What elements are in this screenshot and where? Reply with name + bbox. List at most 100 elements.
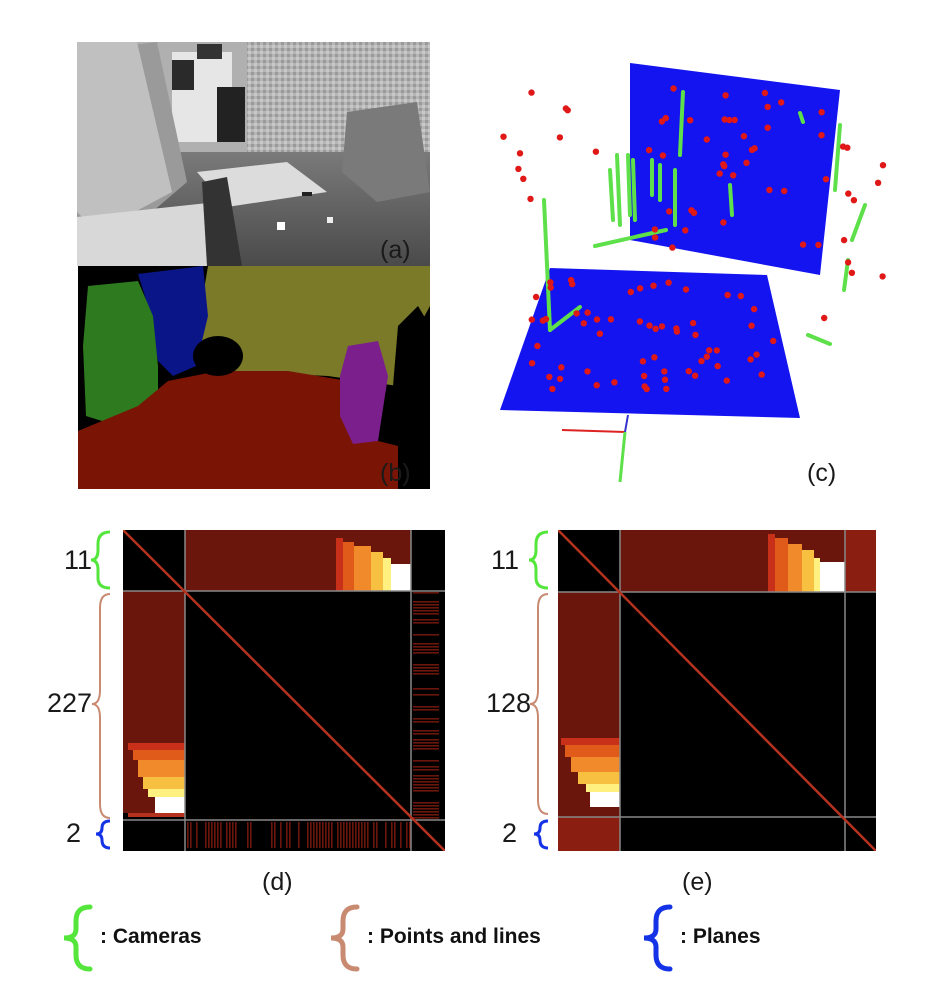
reconstructed-point — [822, 176, 830, 183]
reconstructed-point — [821, 314, 828, 322]
matrix-stripe — [413, 634, 439, 636]
reconstructed-point — [703, 136, 710, 143]
axis-z — [618, 431, 627, 483]
reconstructed-point — [815, 241, 822, 249]
reconstructed-point — [663, 385, 670, 393]
reconstructed-line — [615, 153, 622, 227]
reconstructed-point — [652, 325, 659, 332]
matrix-stripe — [349, 822, 351, 848]
panel-b-label: (b) — [380, 459, 411, 487]
reconstructed-point — [840, 236, 848, 244]
matrix-stripe — [340, 822, 342, 848]
matrix-stripe — [413, 670, 439, 672]
reconstructed-point — [669, 244, 676, 251]
reconstructed-point — [706, 347, 713, 354]
matrix-stripe — [385, 822, 387, 848]
matrix-stripe — [280, 822, 282, 848]
reconstructed-point — [651, 354, 658, 361]
panel-a-label: (a) — [380, 236, 411, 264]
reconstructed-point — [750, 305, 758, 313]
reconstructed-point — [584, 309, 591, 316]
legend-planes: : Planes — [640, 903, 840, 973]
reconstructed-point — [547, 279, 554, 286]
legend-cameras: : Cameras — [60, 903, 300, 973]
reconstructed-point — [665, 279, 672, 286]
panel-e-label: (e) — [682, 868, 713, 896]
matrix-stripe — [413, 784, 439, 786]
matrix-stripe — [352, 822, 354, 848]
point-brace-icon — [529, 593, 549, 815]
reconstructed-line — [593, 228, 668, 248]
reconstructed-point — [564, 107, 571, 114]
reconstructed-point — [714, 362, 721, 370]
reconstructed-point — [640, 372, 648, 380]
matrix-stripe — [322, 822, 324, 848]
reconstructed-point — [770, 337, 777, 345]
matrix-stripe — [413, 742, 439, 744]
matrix-stripe — [413, 607, 439, 609]
reconstructed-point — [520, 175, 527, 182]
matrix-stripe — [413, 817, 439, 819]
reconstructed-line — [631, 158, 637, 222]
matrix-stripe — [367, 822, 369, 848]
matrix-stripe — [400, 822, 402, 848]
reconstructed-point — [639, 358, 647, 365]
reconstructed-point — [688, 207, 695, 214]
reconstructed-point — [687, 117, 694, 124]
matrix-stripe — [413, 673, 439, 675]
matrix-stripe — [226, 822, 228, 848]
reconstructed-point — [721, 116, 728, 123]
reconstructed-point — [670, 85, 677, 92]
reconstructed-point — [740, 133, 748, 140]
reconstructed-point — [651, 226, 659, 233]
matrix-stripe — [413, 775, 439, 777]
matrix-stripe — [409, 822, 411, 848]
panel-a-photo — [77, 42, 430, 266]
reconstructed-line — [608, 168, 615, 222]
camera-brace-icon — [528, 530, 549, 590]
panel-d-matrix — [123, 530, 445, 851]
reconstructed-line — [678, 90, 685, 157]
reconstructed-point — [713, 347, 720, 354]
matrix-stripe — [217, 822, 219, 848]
matrix-stripe — [298, 822, 300, 848]
reconstructed-point — [764, 124, 771, 131]
matrix-stripe — [413, 790, 439, 792]
reconstructed-point — [650, 282, 657, 289]
reconstructed-point — [673, 328, 681, 335]
matrix-stripe — [413, 592, 439, 594]
matrix-stripe — [250, 822, 252, 848]
reconstructed-point — [731, 116, 738, 124]
reconstructed-point — [500, 133, 507, 140]
reconstructed-point — [781, 187, 788, 195]
reconstructed-point — [580, 320, 587, 327]
reconstructed-point — [879, 273, 886, 280]
matrix-stripe — [413, 745, 439, 747]
reconstructed-point — [661, 376, 669, 383]
matrix-stripe — [337, 822, 339, 848]
legend-cameras-text: : Cameras — [100, 925, 202, 948]
matrix-stripe — [413, 730, 439, 732]
staircase-top-right — [768, 534, 845, 592]
reconstructed-point — [879, 162, 887, 169]
matrix-stripe — [406, 822, 408, 848]
matrix-stripe — [376, 822, 378, 848]
matrix-stripe — [413, 613, 439, 615]
matrix-stripe — [205, 822, 207, 848]
matrix-stripe — [413, 622, 439, 624]
reconstructed-point — [748, 322, 755, 329]
panel-e-matrix — [558, 530, 876, 851]
panel-e-braces — [528, 530, 549, 850]
legend-planes-text: : Planes — [680, 925, 761, 948]
reconstructed-line — [626, 153, 632, 217]
reconstructed-point — [726, 116, 733, 124]
reconstructed-point — [593, 382, 600, 389]
matrix-stripe — [187, 822, 189, 848]
reconstructed-point — [527, 195, 534, 203]
matrix-stripe — [413, 652, 439, 654]
staircase-top-right — [336, 538, 411, 591]
reconstructed-point — [844, 259, 852, 266]
reconstructed-line — [798, 111, 805, 124]
panel-c-reconstruction — [470, 50, 910, 490]
reconstructed-point — [723, 377, 730, 384]
